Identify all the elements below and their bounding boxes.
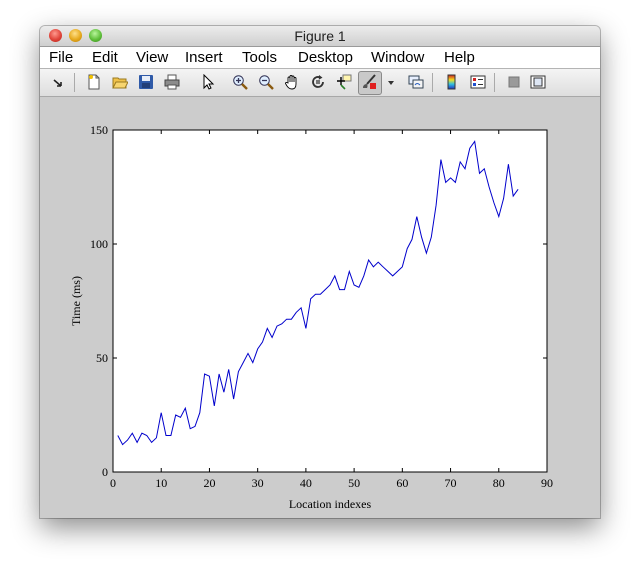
x-tick-label: 70 [445, 476, 457, 490]
x-tick-label: 10 [155, 476, 167, 490]
menu-help[interactable]: Help [444, 49, 475, 66]
y-tick-label: 150 [90, 123, 108, 137]
window-title: Figure 1 [294, 28, 346, 44]
save-icon[interactable] [138, 74, 154, 90]
legend-icon[interactable] [470, 74, 486, 90]
colorbar-icon[interactable] [444, 74, 460, 90]
menu-bar: File Edit View Insert Tools Desktop Wind… [40, 47, 600, 69]
rotate-3d-icon[interactable] [310, 74, 326, 90]
x-tick-label: 0 [110, 476, 116, 490]
new-figure-icon[interactable] [86, 74, 102, 90]
link-plot-icon[interactable] [408, 74, 424, 90]
y-tick-label: 100 [90, 237, 108, 251]
zoom-in-icon[interactable] [232, 74, 248, 90]
title-bar[interactable]: Figure 1 [40, 26, 600, 47]
plot-canvas: 0 10 20 30 40 50 60 70 80 90 0 50 100 150 Location ind… [40, 97, 600, 518]
toolbar-separator [494, 73, 495, 92]
x-axis-label: Location indexes [289, 497, 372, 511]
x-tick-label: 80 [493, 476, 505, 490]
x-tick-label: 30 [252, 476, 264, 490]
show-plot-tools-icon[interactable] [530, 74, 546, 90]
close-window-button[interactable] [49, 29, 62, 42]
data-series-line [117, 140, 519, 446]
print-icon[interactable] [164, 74, 180, 90]
menu-insert[interactable]: Insert [185, 49, 223, 66]
line-chart[interactable]: 0 10 20 30 40 50 60 70 80 90 0 50 100 150 Location ind… [40, 97, 600, 518]
menu-file[interactable]: File [49, 49, 74, 66]
menu-window[interactable]: Window [371, 49, 425, 66]
select-arrow-icon[interactable] [200, 74, 216, 90]
zoom-out-icon[interactable] [258, 74, 274, 90]
x-tick-label: 20 [203, 476, 215, 490]
x-tick-label: 50 [348, 476, 360, 490]
data-cursor-icon[interactable] [336, 74, 352, 90]
figure-window: Figure 1 File Edit View Insert Tools Des… [40, 26, 600, 518]
figure-toolbar [40, 69, 600, 97]
menu-edit[interactable]: Edit [92, 49, 118, 66]
x-tick-label: 90 [541, 476, 553, 490]
open-file-icon[interactable] [112, 74, 128, 90]
y-tick-label: 0 [102, 465, 108, 479]
x-tick-label: 40 [300, 476, 312, 490]
dock-arrow-icon[interactable] [50, 74, 66, 90]
brush-icon[interactable] [361, 74, 377, 90]
brush-dropdown-icon[interactable] [383, 74, 394, 90]
toolbar-separator [74, 73, 75, 92]
x-tick-label: 60 [396, 476, 408, 490]
axes-box [112, 129, 548, 473]
menu-view[interactable]: View [136, 49, 169, 66]
y-axis-label: Time (ms) [69, 276, 83, 326]
hide-plot-tools-icon[interactable] [506, 74, 522, 90]
menu-desktop[interactable]: Desktop [298, 49, 354, 66]
y-tick-label: 50 [96, 351, 108, 365]
zoom-window-button[interactable] [89, 29, 102, 42]
minimize-window-button[interactable] [69, 29, 82, 42]
menu-tools[interactable]: Tools [242, 49, 278, 66]
pan-hand-icon[interactable] [284, 74, 300, 90]
toolbar-separator [432, 73, 433, 92]
